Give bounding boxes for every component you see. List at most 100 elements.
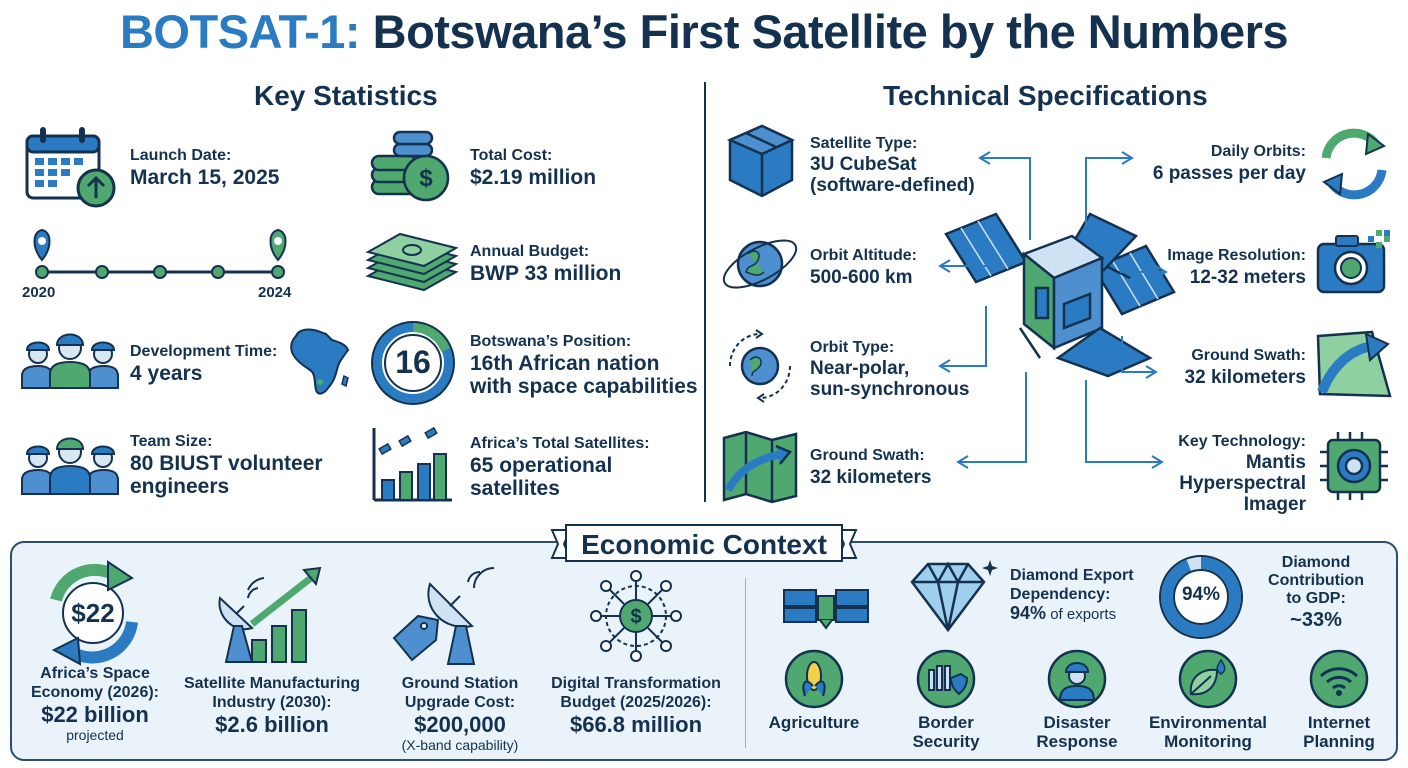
team-icon bbox=[18, 430, 122, 496]
team-size-value-line1: 80 BIUST volunteer bbox=[130, 452, 323, 475]
timeline-icon bbox=[22, 226, 312, 282]
use-case-agriculture-line1: Agriculture bbox=[768, 713, 860, 732]
ground-station-value: $200,000 bbox=[414, 712, 506, 737]
use-case-disaster-line2: Response bbox=[1036, 732, 1118, 751]
africa-satellites-stat: Africa’s Total Satellites: 65 operationa… bbox=[470, 434, 650, 500]
africa-satellites-value-line1: 65 operational bbox=[470, 454, 613, 477]
diamond-export-value: 94% of exports bbox=[1010, 604, 1140, 624]
position-ring-icon bbox=[370, 320, 456, 406]
satellite-type-stat: Satellite Type: 3U CubeSat (software-def… bbox=[810, 134, 975, 196]
calendar-icon bbox=[24, 124, 116, 208]
space-economy-stat: Africa’s Space Economy (2026): $22 billi… bbox=[20, 664, 170, 743]
use-case-internet-line1: Internet bbox=[1307, 713, 1371, 732]
space-economy-label-line1: Africa’s Space bbox=[40, 665, 150, 682]
gdp-ring-badge: 94% bbox=[1181, 584, 1221, 605]
orbit-altitude-value: 500-600 km bbox=[810, 267, 913, 288]
satellite-bar-chart-icon bbox=[370, 424, 454, 504]
manufacturing-label-line2: Industry (2030): bbox=[212, 694, 332, 711]
diamond-gdp-label-line3: to GDP: bbox=[1286, 590, 1346, 607]
economic-divider bbox=[745, 578, 746, 748]
use-case-disaster-response: Disaster Response bbox=[1023, 713, 1131, 751]
key-technology-value-line2: Hyperspectral bbox=[1179, 473, 1306, 494]
economic-context-heading: Economic Context bbox=[565, 524, 843, 562]
use-case-agriculture: Agriculture bbox=[760, 713, 868, 732]
space-economy-value: $22 billion bbox=[41, 702, 149, 727]
section-divider bbox=[704, 82, 706, 502]
daily-orbits-label: Daily Orbits: bbox=[1210, 143, 1306, 160]
timeline-end: 2024 bbox=[258, 284, 292, 301]
diamond-gdp-label-line1: Diamond bbox=[1281, 554, 1351, 571]
orbit-type-stat: Orbit Type: Near-polar, sun-synchronous bbox=[810, 338, 969, 400]
camera-icon bbox=[1314, 228, 1394, 298]
cubesat-satellite-icon bbox=[940, 208, 1180, 378]
key-technology-value-line1: Mantis bbox=[1245, 452, 1306, 473]
digital-label-line2: Budget (2025/2026): bbox=[560, 694, 712, 711]
technical-specifications-heading: Technical Specifications bbox=[883, 80, 1208, 111]
satellite-small-icon bbox=[780, 586, 872, 630]
diamond-export-percent: 94% bbox=[1010, 603, 1047, 623]
sensor-chip-icon bbox=[1316, 428, 1392, 504]
image-resolution-stat: Image Resolution: 12-32 meters bbox=[1130, 246, 1306, 289]
digital-value: $66.8 million bbox=[569, 712, 703, 737]
gdp-ring-icon bbox=[1156, 552, 1246, 642]
coins-icon: $ bbox=[368, 124, 454, 204]
orbit-type-icon bbox=[722, 326, 798, 406]
diamond-export-label-line2: Dependency: bbox=[1010, 586, 1111, 603]
daily-orbits-stat: Daily Orbits: 6 passes per day bbox=[1130, 142, 1306, 185]
space-economy-label-line2: Economy (2026): bbox=[30, 684, 160, 701]
position-value-line2: with space capabilities bbox=[470, 375, 698, 398]
total-cost-label: Total Cost: bbox=[470, 147, 553, 164]
botswana-position-stat: Botswana’s Position: 16th African nation… bbox=[470, 332, 698, 398]
annual-budget-stat: Annual Budget: BWP 33 million bbox=[470, 242, 621, 285]
cube-box-icon bbox=[726, 122, 796, 200]
connector-lines bbox=[930, 140, 1170, 480]
diamond-gdp-value: ~33% bbox=[1290, 609, 1342, 631]
ground-station-icon bbox=[390, 560, 506, 666]
satellite-type-value-line1: 3U CubeSat bbox=[810, 154, 917, 175]
use-case-internet-planning: Internet Planning bbox=[1285, 713, 1393, 751]
border-security-icon bbox=[915, 648, 977, 710]
use-case-internet-line2: Planning bbox=[1303, 732, 1375, 751]
ground-station-label-line1: Ground Station bbox=[401, 675, 519, 692]
annual-budget-label: Annual Budget: bbox=[470, 243, 590, 260]
ground-swath-right-label: Ground Swath: bbox=[1191, 347, 1306, 364]
dish-growth-icon bbox=[212, 564, 324, 664]
total-cost-stat: Total Cost: $2.19 million bbox=[470, 146, 596, 189]
position-value-line1: 16th African nation bbox=[470, 352, 660, 375]
ground-swath-left-stat: Ground Swath: 32 kilometers bbox=[810, 446, 931, 489]
cycle-arrows-icon bbox=[36, 556, 150, 670]
ground-swath-right-stat: Ground Swath: 32 kilometers bbox=[1130, 346, 1306, 389]
development-time-stat: Development Time: 4 years bbox=[130, 342, 277, 385]
diamond-gdp-label-line2: Contribution bbox=[1268, 572, 1364, 589]
orbit-type-label: Orbit Type: bbox=[810, 339, 895, 356]
environmental-monitoring-icon bbox=[1177, 648, 1239, 710]
use-case-environmental-monitoring: Environmental Monitoring bbox=[1140, 713, 1276, 751]
position-label: Botswana’s Position: bbox=[470, 333, 632, 350]
ground-swath-left-value: 32 kilometers bbox=[810, 467, 932, 488]
orbit-globe-icon bbox=[718, 228, 804, 302]
total-cost-value: $2.19 million bbox=[470, 166, 597, 189]
cash-stack-icon bbox=[364, 224, 460, 296]
ground-station-stat: Ground Station Upgrade Cost: $200,000 (X… bbox=[368, 674, 552, 753]
title-accent: BOTSAT-1: bbox=[119, 5, 361, 58]
ground-swath-map-icon bbox=[720, 428, 800, 506]
annual-budget-value: BWP 33 million bbox=[470, 262, 622, 285]
ground-station-label-line2: Upgrade Cost: bbox=[404, 694, 516, 711]
key-technology-stat: Key Technology: Mantis Hyperspectral Ima… bbox=[1130, 432, 1306, 515]
gdp-ring-arc bbox=[1161, 557, 1241, 637]
agriculture-icon bbox=[783, 648, 845, 710]
digital-transformation-stat: Digital Transformation Budget (2025/2026… bbox=[538, 674, 734, 737]
space-economy-badge: $22 bbox=[71, 598, 115, 628]
team-size-value-line2: engineers bbox=[130, 475, 230, 498]
internet-planning-icon bbox=[1308, 648, 1370, 710]
africa-satellites-label: Africa’s Total Satellites: bbox=[470, 435, 650, 452]
digital-network-icon: $ bbox=[588, 568, 684, 664]
workers-icon bbox=[18, 328, 122, 390]
satellite-type-label: Satellite Type: bbox=[810, 135, 918, 152]
image-resolution-value: 12-32 meters bbox=[1189, 267, 1306, 288]
ground-station-sub: (X-band capability) bbox=[401, 737, 519, 753]
ground-swath-right-value: 32 kilometers bbox=[1184, 367, 1306, 388]
use-case-border-line1: Border bbox=[918, 713, 974, 732]
orbit-altitude-label: Orbit Altitude: bbox=[810, 247, 917, 264]
svg-text:$: $ bbox=[630, 606, 641, 628]
